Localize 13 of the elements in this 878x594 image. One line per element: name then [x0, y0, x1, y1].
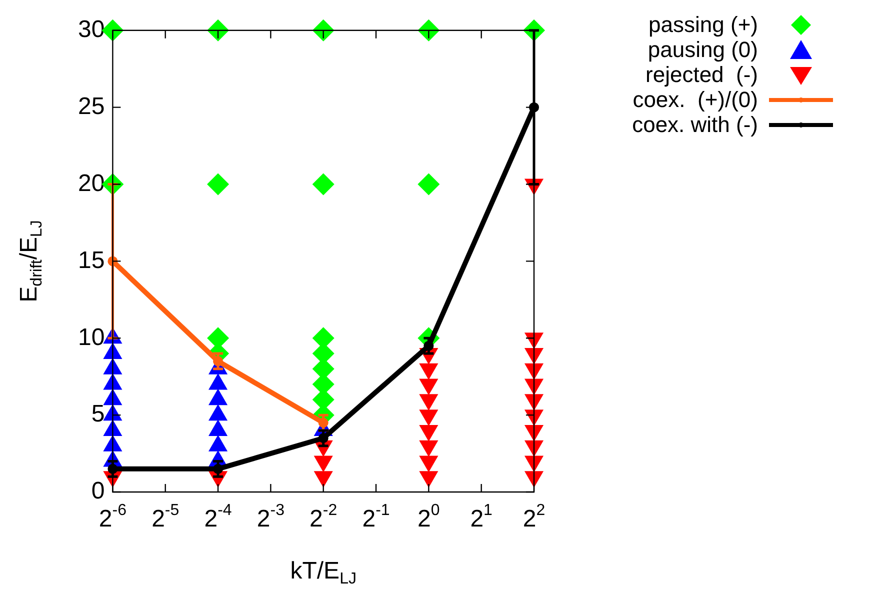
y-tick-label: 20	[78, 170, 105, 197]
y-tick-label: 30	[78, 16, 105, 44]
y-axis-title: Edrift/ELJ	[16, 220, 46, 302]
legend-label: coex. (+)/(0)	[632, 87, 758, 112]
y-tick-label: 10	[78, 324, 105, 351]
legend-label: passing (+)	[648, 12, 758, 37]
legend-label: pausing (0)	[646, 37, 758, 62]
legend-label: coex. with (-)	[631, 112, 758, 137]
y-tick-label: 25	[78, 92, 105, 120]
y-tick-label: 5	[91, 400, 105, 428]
y-tick-label: 0	[91, 478, 105, 505]
y-tick-label: 15	[78, 246, 105, 274]
legend-label: rejected (-)	[644, 62, 758, 87]
